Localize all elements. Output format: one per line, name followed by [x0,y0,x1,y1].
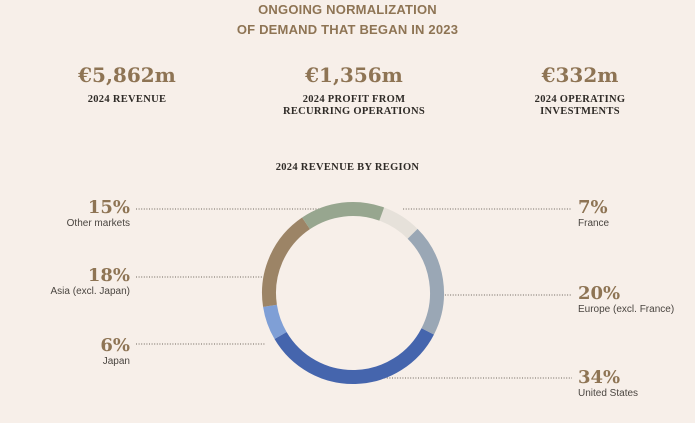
slice-label-united-states-value: 34% [578,367,621,388]
slice-label-united-states: 34% United States [578,368,638,400]
headline: ONGOING NORMALIZATION OF DEMAND THAT BEG… [0,0,695,40]
kpi-revenue-label: 2024 REVENUE [87,94,167,105]
slice-label-united-states-name: United States [578,388,639,399]
kpi-profit-label: 2024 PROFIT FROM RECURRING OPERATIONS [264,94,444,118]
chart-title: 2024 REVENUE BY REGION [275,162,420,173]
slice-label-asia-value: 18% [87,265,130,286]
donut-slice-europe-excl-france [407,228,444,335]
slice-label-japan-name: Japan [102,356,130,367]
headline-line-1: ONGOING NORMALIZATION [258,2,437,17]
donut-slice-japan [263,304,287,340]
donut-slice-asia-excl-japan [262,217,311,307]
kpi-investments-label: 2024 OPERATING INVESTMENTS [520,94,640,118]
slice-label-europe-name: Europe (excl. France) [578,304,675,315]
leader-lines [136,208,572,379]
slice-label-japan: 6% Japan [30,336,130,368]
slice-label-asia-name: Asia (excl. Japan) [50,286,130,297]
kpi-investments: €332m 2024 OPERATING INVESTMENTS [520,62,640,118]
kpi-revenue-value: €5,862m [78,63,176,87]
slice-label-other-markets-name: Other markets [66,218,130,229]
kpi-profit-label-line-1: 2024 PROFIT FROM [302,94,406,105]
slice-label-asia: 18% Asia (excl. Japan) [20,266,130,298]
slice-label-france-value: 7% [578,197,608,218]
donut-slices [262,202,444,384]
headline-line-2: OF DEMAND THAT BEGAN IN 2023 [236,22,459,37]
kpi-revenue: €5,862m 2024 REVENUE [67,62,187,106]
kpi-profit-value: €1,356m [305,63,403,87]
slice-label-japan-value: 6% [100,335,130,356]
slice-label-europe: 20% Europe (excl. France) [578,284,674,316]
donut-slice-france [379,207,418,239]
kpi-profit: €1,356m 2024 PROFIT FROM RECURRING OPERA… [264,62,444,118]
kpi-investments-label-line-2: INVESTMENTS [540,106,620,117]
donut-slice-other-markets [302,202,385,230]
kpi-investments-value: €332m [541,63,619,87]
kpi-profit-label-line-2: RECURRING OPERATIONS [282,106,426,117]
slice-label-other-markets-value: 15% [87,197,130,218]
kpi-investments-label-line-1: 2024 OPERATING [534,94,626,105]
slice-label-france: 7% France [578,198,609,230]
donut-slice-united-states [274,328,434,384]
slice-label-other-markets: 15% Other markets [30,198,130,230]
slice-label-france-name: France [578,218,610,229]
slice-label-europe-value: 20% [578,283,621,304]
